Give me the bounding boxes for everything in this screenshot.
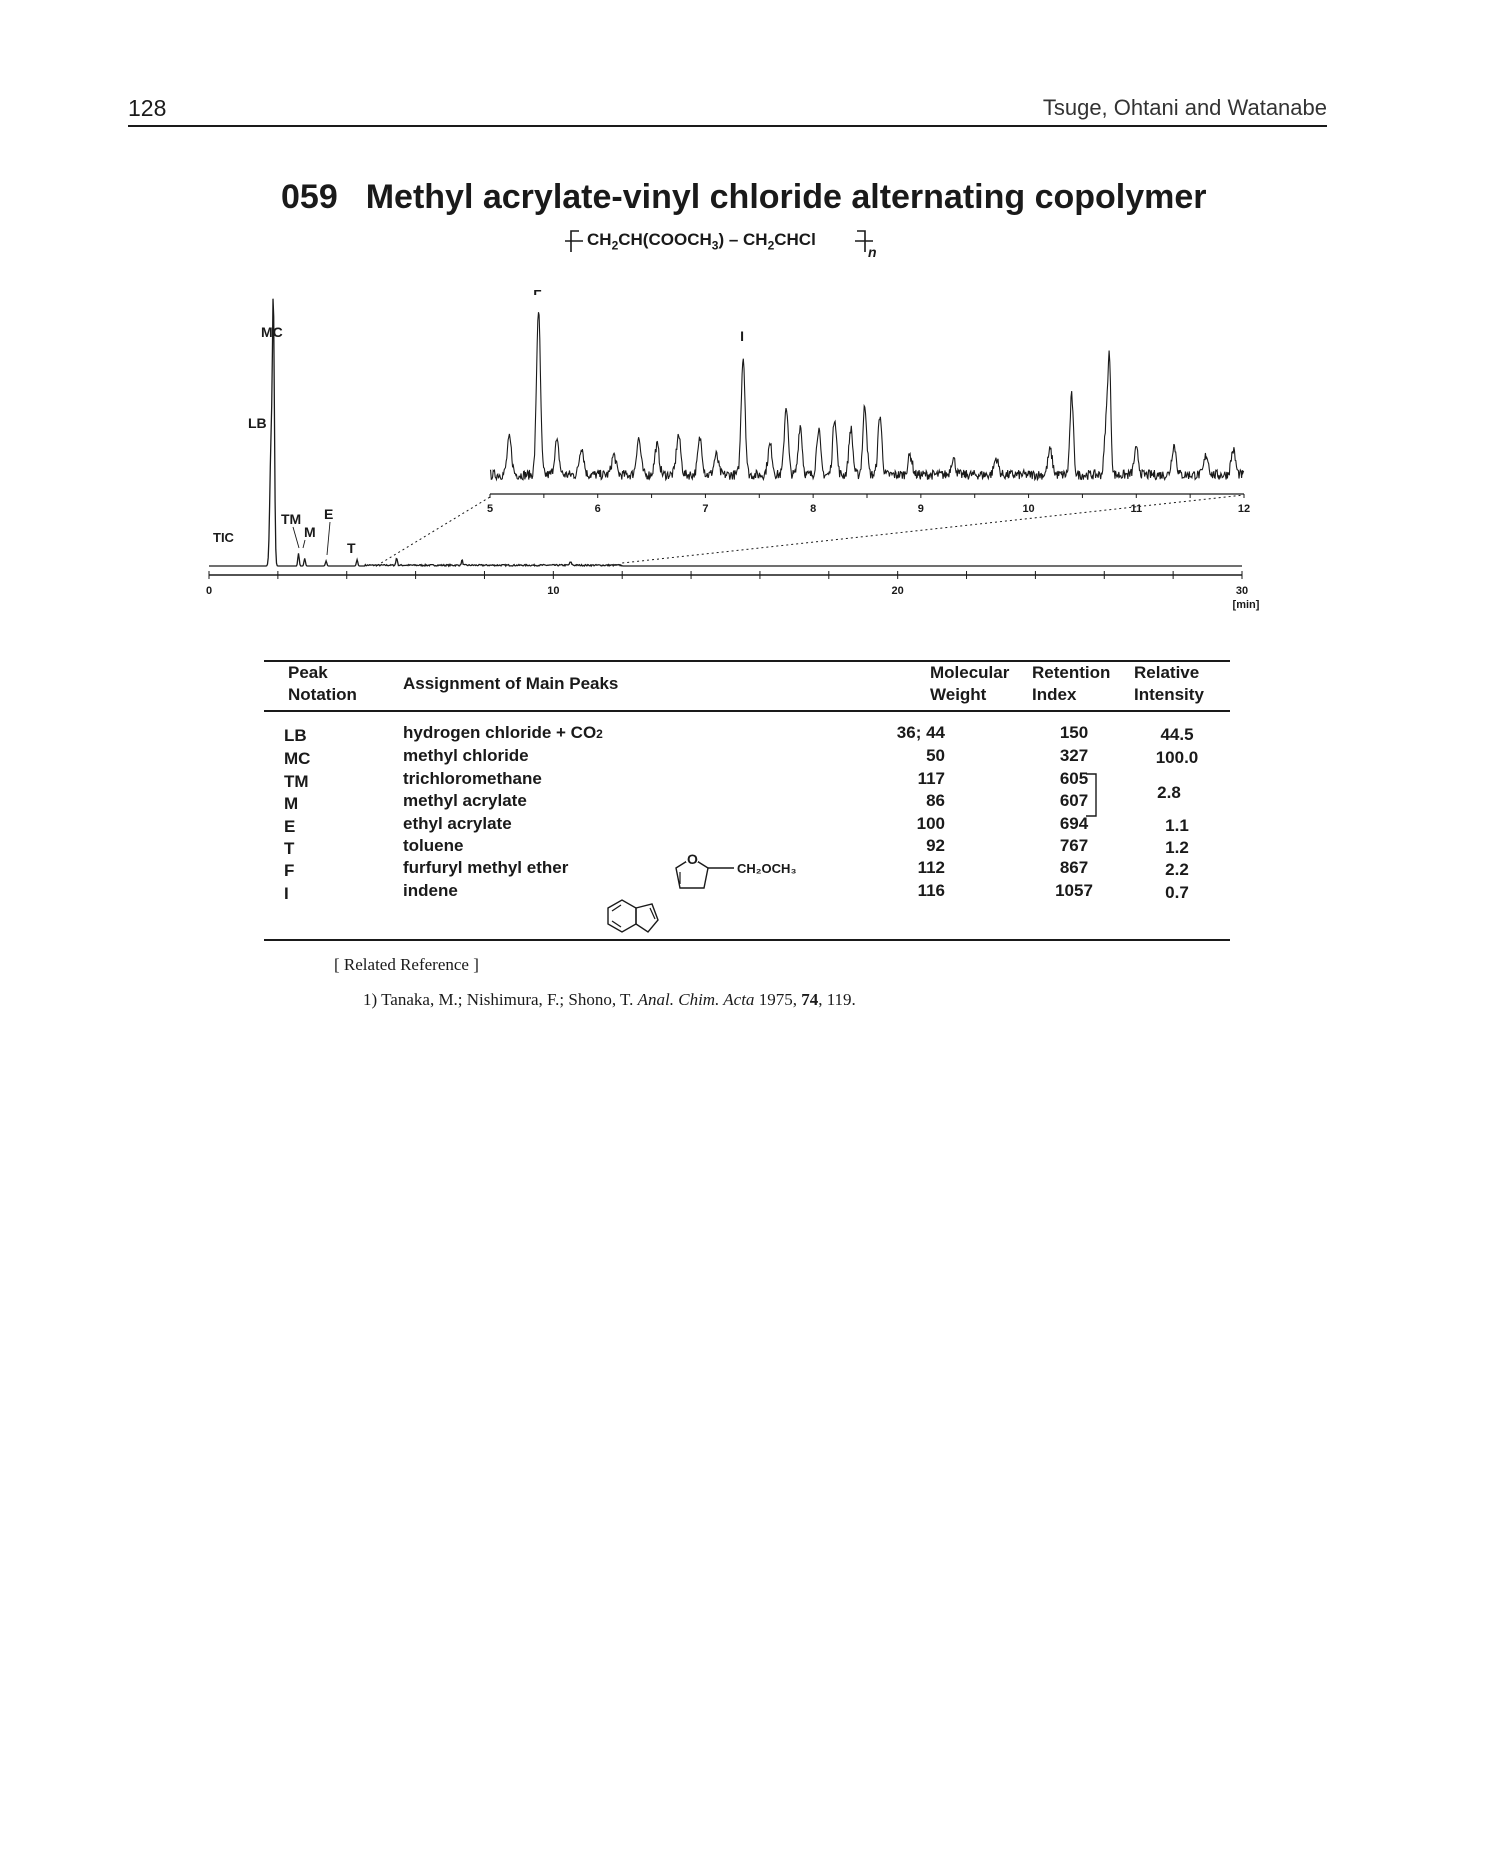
cell-molecular-weight: 50	[926, 746, 945, 765]
cell-peak: LB	[284, 726, 307, 745]
formula-close-bracket	[855, 230, 873, 252]
main-x-tick-label: 10	[547, 585, 559, 597]
cell-relative-intensity: 2.2	[1165, 860, 1189, 879]
trace-label: TIC	[213, 530, 235, 545]
peak-label-i: I	[740, 328, 744, 344]
merge-bracket	[1086, 773, 1097, 817]
reference-item: 1) Tanaka, M.; Nishimura, F.; Shono, T. …	[363, 990, 856, 1009]
cell-relative-intensity: 1.1	[1165, 816, 1189, 835]
cell-retention-index: 607	[1059, 791, 1089, 810]
journal-name: Anal. Chim. Acta	[637, 990, 755, 1009]
inset-x-tick-label: 8	[810, 503, 816, 515]
cell-retention-index: 767	[1059, 836, 1089, 855]
inset-x-tick-label: 10	[1022, 503, 1034, 515]
cell-molecular-weight: 116	[917, 881, 945, 900]
main-x-tick-label: 0	[206, 585, 212, 597]
section-number: 059	[281, 178, 338, 216]
table-top-rule	[264, 660, 1230, 662]
tic-trace	[209, 298, 1242, 568]
indene-structure	[607, 899, 659, 933]
leader-line-e	[326, 521, 331, 556]
cell-molecular-weight: 92	[926, 836, 945, 855]
journal-volume: 74	[801, 990, 819, 1009]
furan-structure	[675, 852, 734, 889]
cell-relative-intensity: 1.2	[1165, 838, 1189, 857]
cell-peak: TM	[284, 772, 309, 791]
main-x-tick-label: 20	[892, 585, 904, 597]
cell-relative-intensity: 100.0	[1155, 748, 1199, 767]
header-assignment: Assignment of Main Peaks	[403, 674, 619, 693]
cell-peak: M	[284, 794, 299, 813]
peak-label-lb: LB	[248, 415, 267, 431]
cell-retention-index: 1057	[1055, 881, 1093, 900]
merged-intensity: 2.8	[1157, 783, 1181, 802]
zoom-guide-left	[380, 496, 491, 564]
inset-x-tick-label: 6	[595, 503, 601, 515]
cell-molecular-weight: 117	[917, 769, 945, 788]
zoom-guide-right	[622, 494, 1245, 564]
inset-x-tick-label: 11	[1130, 503, 1142, 515]
assignment-subscript: 2	[596, 727, 603, 741]
header-relative-intensity: Relative Intensity	[1134, 663, 1204, 704]
header-rule	[128, 125, 1327, 127]
cell-retention-index: 327	[1059, 746, 1089, 765]
main-x-unit: [min]	[1233, 599, 1260, 611]
formula-text: CH2CH(COOCH3) – CH2CHCl	[587, 230, 816, 253]
cell-molecular-weight: 100	[916, 814, 945, 833]
header-retention-index: Retention Index	[1032, 663, 1111, 704]
cell-retention-index: 605	[1059, 769, 1089, 788]
inset-x-tick-label: 9	[918, 503, 924, 515]
header-molecular-weight: Molecular Weight	[930, 663, 1010, 704]
cell-retention-index: 867	[1059, 858, 1089, 877]
header-peak-notation: Peak Notation	[288, 663, 357, 704]
cell-peak: E	[284, 817, 296, 836]
table-header-rule	[264, 710, 1230, 712]
peak-label-f: F	[533, 290, 542, 298]
cell-molecular-weight: 86	[926, 791, 945, 810]
cell-assignment: ethyl acrylate	[403, 814, 512, 833]
peak-label-e: E	[324, 506, 333, 522]
table-bottom-rule	[264, 939, 1230, 941]
reference-heading: [ Related Reference ]	[334, 955, 479, 974]
furan-substituent: CH₂OCH₃	[737, 861, 797, 876]
cell-assignment: hydrogen chloride + CO2	[403, 723, 603, 742]
section-title-text: Methyl acrylate-vinyl chloride alternati…	[365, 178, 1207, 216]
peak-label-m: M	[304, 524, 316, 540]
peak-label-mc: MC	[261, 324, 283, 340]
peak-label-t: T	[347, 540, 356, 556]
cell-assignment: furfuryl methyl ether	[403, 858, 569, 877]
cell-relative-intensity: 44.5	[1160, 725, 1194, 744]
running-head: Tsuge, Ohtani and Watanabe	[1042, 95, 1327, 120]
leader-line-m	[302, 539, 306, 549]
cell-peak: T	[284, 839, 295, 858]
furan-oxygen-atom: O	[687, 851, 698, 867]
formula-brackets	[565, 230, 583, 252]
section-title: 059 Methyl acrylate-vinyl chloride altern…	[281, 178, 1207, 217]
inset-x-tick-label: 7	[702, 503, 708, 515]
cell-assignment: indene	[403, 881, 458, 900]
cell-assignment: methyl chloride	[403, 746, 529, 765]
inset-x-tick-label: 5	[487, 503, 493, 515]
inset-trace	[489, 312, 1245, 482]
cell-retention-index: 694	[1059, 814, 1089, 833]
cell-molecular-weight: 36; 44	[896, 723, 945, 742]
cell-peak: F	[284, 861, 295, 880]
cell-molecular-weight: 112	[917, 858, 945, 877]
cell-retention-index: 150	[1059, 723, 1089, 742]
page-number: 128	[128, 95, 167, 121]
cell-peak: MC	[284, 749, 311, 768]
inset-x-tick-label: 12	[1238, 503, 1250, 515]
cell-relative-intensity: 0.7	[1165, 883, 1189, 902]
cell-peak: I	[284, 884, 289, 903]
cell-assignment: methyl acrylate	[403, 791, 527, 810]
main-x-tick-label: 30	[1236, 585, 1248, 597]
peak-label-tm: TM	[281, 511, 301, 527]
leader-line-tm	[292, 526, 300, 549]
cell-assignment: toluene	[403, 836, 464, 855]
formula-repeat-n: n	[868, 244, 877, 260]
cell-assignment: trichloromethane	[403, 769, 542, 788]
